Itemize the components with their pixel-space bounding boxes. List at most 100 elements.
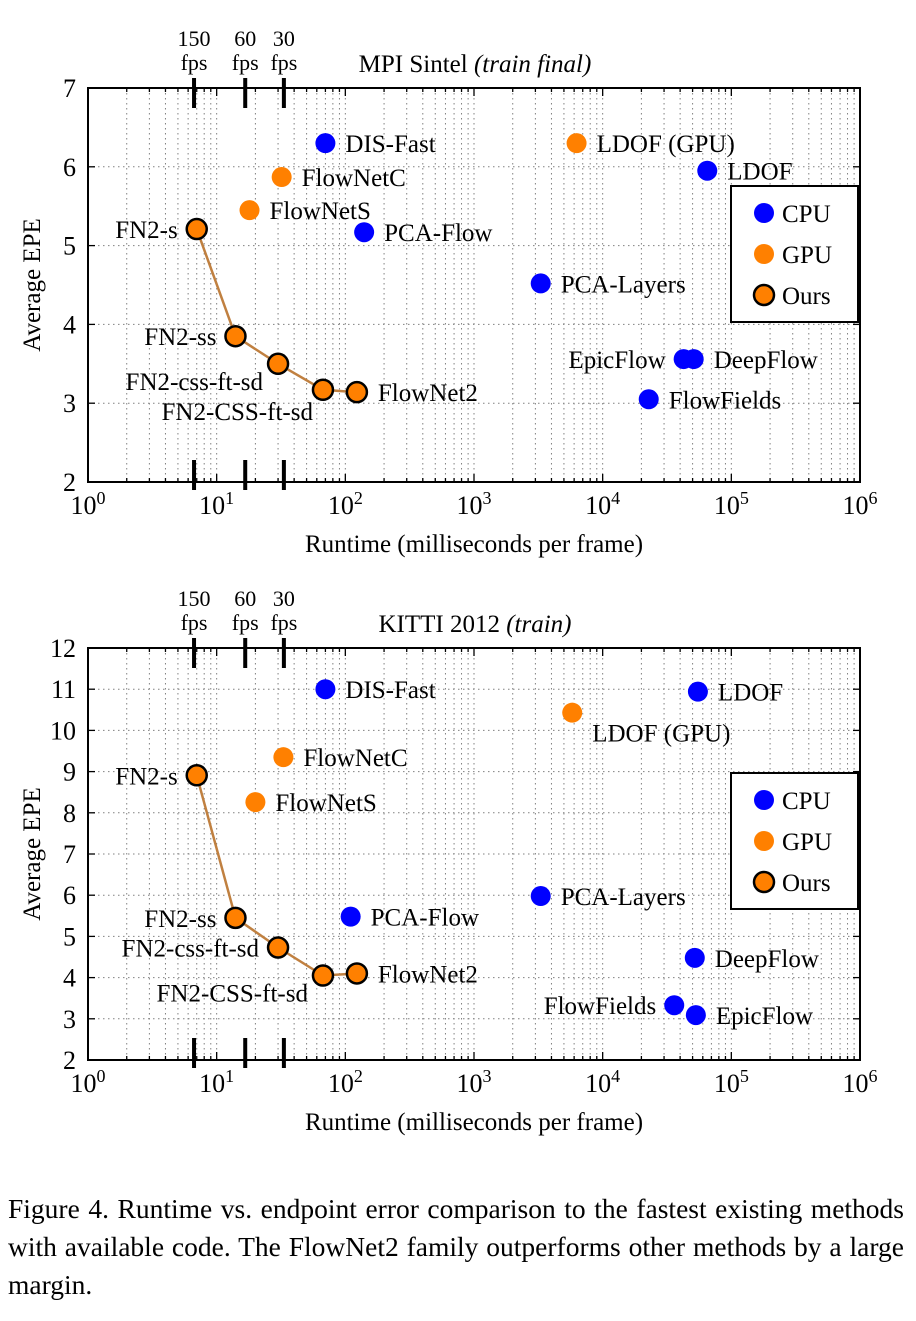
x-tick-label: 105 <box>714 1066 749 1098</box>
fps-label: fps <box>232 610 259 635</box>
method-label: FlowFields <box>544 993 657 1020</box>
method-point-cpu <box>697 160 718 181</box>
method-label: PCA-Layers <box>561 884 686 911</box>
y-tick-label: 4 <box>63 964 76 993</box>
method-label: EpicFlow <box>568 347 665 374</box>
x-tick-label: 102 <box>328 488 363 520</box>
fps-label: 60 <box>234 26 256 51</box>
y-tick-label: 3 <box>63 389 76 418</box>
method-label: LDOF (GPU) <box>592 721 730 748</box>
method-point-cpu <box>530 886 551 907</box>
method-point-cpu <box>683 349 704 370</box>
x-tick-label: 106 <box>843 488 878 520</box>
legend-label: GPU <box>782 242 832 269</box>
fps-label: 150 <box>178 26 211 51</box>
ours-point <box>266 936 290 959</box>
plot-title: MPI Sintel (train final) <box>359 51 592 78</box>
ours-label: FN2-css-ft-sd <box>126 369 264 396</box>
y-tick-label: 3 <box>63 1005 76 1034</box>
method-point-cpu <box>530 273 551 294</box>
ours-point <box>266 352 290 376</box>
method-point-cpu <box>315 679 336 700</box>
x-axis-label: Runtime (milliseconds per frame) <box>305 531 643 558</box>
method-label: PCA-Flow <box>371 905 479 932</box>
ours-label: FlowNet2 <box>378 961 478 988</box>
ours-label: FN2-CSS-ft-sd <box>162 399 314 426</box>
legend-label: GPU <box>782 829 832 856</box>
method-label: FlowNetS <box>275 790 376 817</box>
ours-label: FlowNet2 <box>378 380 478 407</box>
fps-label: 30 <box>273 586 295 611</box>
method-point-gpu <box>273 747 294 768</box>
ours-label: FN2-ss <box>144 324 216 351</box>
fps-label: fps <box>270 610 297 635</box>
y-tick-label: 11 <box>51 675 76 704</box>
y-tick-label: 9 <box>63 758 76 787</box>
method-label: DIS-Fast <box>345 131 435 158</box>
method-point-gpu <box>566 133 587 154</box>
ours-label: FN2-CSS-ft-sd <box>157 981 309 1008</box>
y-tick-label: 6 <box>63 881 76 910</box>
method-point-gpu <box>239 200 260 221</box>
legend-label: Ours <box>782 870 831 897</box>
ours-label: FN2-css-ft-sd <box>122 936 260 963</box>
fps-label: fps <box>232 50 259 75</box>
plot-2: 100 101 102 103 104 105 10623456789101112Runti… <box>19 586 878 1136</box>
method-point-cpu <box>687 681 708 702</box>
method-point-gpu <box>271 167 292 188</box>
method-point-cpu <box>354 222 375 243</box>
y-tick-label: 5 <box>63 232 76 261</box>
x-axis-label: Runtime (milliseconds per frame) <box>305 1109 643 1136</box>
y-tick-label: 7 <box>63 840 76 869</box>
x-tick-label: 104 <box>585 488 620 520</box>
method-point-cpu <box>340 906 361 927</box>
fps-label: fps <box>181 610 208 635</box>
x-tick-label: 103 <box>457 488 492 520</box>
figure-caption: Figure 4. Runtime vs. endpoint error com… <box>8 1193 904 1300</box>
y-tick-label: 2 <box>63 468 76 497</box>
method-point-cpu <box>315 133 336 154</box>
legend-label: Ours <box>782 283 831 310</box>
ours-label: FN2-s <box>115 217 178 244</box>
method-label: DeepFlow <box>715 946 819 973</box>
legend-marker-gpu <box>754 831 774 851</box>
method-point-cpu <box>664 995 685 1016</box>
y-axis-label: Average EPE <box>19 218 46 352</box>
fps-label: 30 <box>273 26 295 51</box>
legend-marker-gpu <box>754 244 774 264</box>
legend-marker-ours <box>752 283 776 307</box>
ours-point <box>345 380 369 404</box>
method-point-cpu <box>638 389 659 410</box>
ours-point <box>311 378 335 402</box>
method-label: FlowNetS <box>270 198 371 225</box>
legend-marker-cpu <box>754 790 774 810</box>
method-label: FlowFields <box>669 387 782 414</box>
method-point-cpu <box>685 1005 706 1026</box>
x-tick-label: 103 <box>457 1066 492 1098</box>
x-tick-label: 102 <box>328 1066 363 1098</box>
legend-label: CPU <box>782 201 831 228</box>
y-axis-label: Average EPE <box>19 787 46 921</box>
y-tick-label: 10 <box>50 716 76 745</box>
y-tick-label: 4 <box>63 310 76 339</box>
method-label: LDOF <box>727 159 792 186</box>
x-tick-label: 101 <box>199 1066 234 1098</box>
legend-marker-cpu <box>754 203 774 223</box>
y-tick-label: 7 <box>63 74 76 103</box>
method-label: LDOF (GPU) <box>597 131 735 158</box>
method-label: PCA-Flow <box>384 220 492 247</box>
fps-label: 150 <box>178 586 211 611</box>
method-label: PCA-Layers <box>561 271 686 298</box>
legend-box <box>730 772 859 910</box>
y-tick-label: 2 <box>63 1046 76 1075</box>
ours-point <box>185 217 208 241</box>
legend-marker-ours <box>752 870 776 894</box>
y-tick-label: 8 <box>63 799 76 828</box>
method-point-gpu <box>245 792 266 813</box>
ours-point <box>224 906 247 930</box>
y-tick-label: 6 <box>63 153 76 182</box>
method-point-cpu <box>684 947 705 968</box>
ours-point <box>311 964 335 987</box>
